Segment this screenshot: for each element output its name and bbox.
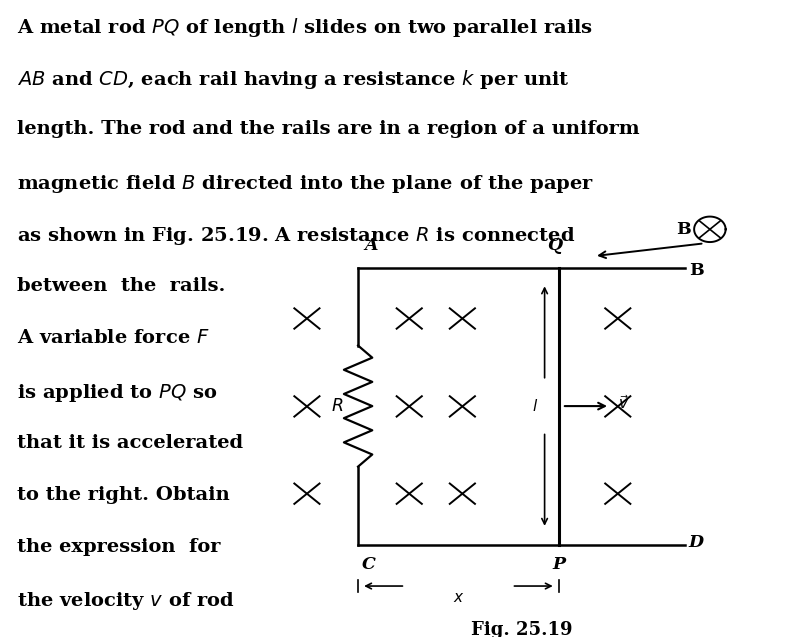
Text: B: B	[676, 221, 691, 238]
Text: Q: Q	[547, 236, 563, 254]
Text: the velocity $v$ of rod: the velocity $v$ of rod	[17, 590, 235, 613]
Text: A variable force $F$: A variable force $F$	[17, 329, 210, 347]
Text: Fig. 25.19: Fig. 25.19	[471, 621, 572, 637]
Text: is applied to $PQ$ so: is applied to $PQ$ so	[17, 382, 218, 404]
Text: that it is accelerated: that it is accelerated	[17, 434, 243, 452]
Text: $AB$ and $CD$, each rail having a resistance $k$ per unit: $AB$ and $CD$, each rail having a resist…	[17, 68, 570, 91]
Text: P: P	[552, 556, 565, 573]
Text: to the right. Obtain: to the right. Obtain	[17, 486, 230, 504]
Text: as shown in Fig. 25.19. A resistance $R$ is connected: as shown in Fig. 25.19. A resistance $R$…	[17, 225, 575, 247]
Text: A metal rod $PQ$ of length $l$ slides on two parallel rails: A metal rod $PQ$ of length $l$ slides on…	[17, 16, 593, 39]
Text: $x$: $x$	[453, 591, 464, 605]
Text: C: C	[362, 556, 376, 573]
Text: B: B	[689, 262, 704, 280]
Text: $\vec{v}$: $\vec{v}$	[618, 394, 629, 412]
Text: A: A	[364, 236, 378, 254]
Text: D: D	[689, 534, 704, 550]
Text: length. The rod and the rails are in a region of a uniform: length. The rod and the rails are in a r…	[17, 120, 640, 138]
Text: $R$: $R$	[331, 397, 344, 415]
Text: magnetic field $B$ directed into the plane of the paper: magnetic field $B$ directed into the pla…	[17, 173, 595, 195]
Text: between  the  rails.: between the rails.	[17, 277, 226, 295]
Text: $l$: $l$	[532, 398, 538, 414]
Text: the expression  for: the expression for	[17, 538, 221, 556]
